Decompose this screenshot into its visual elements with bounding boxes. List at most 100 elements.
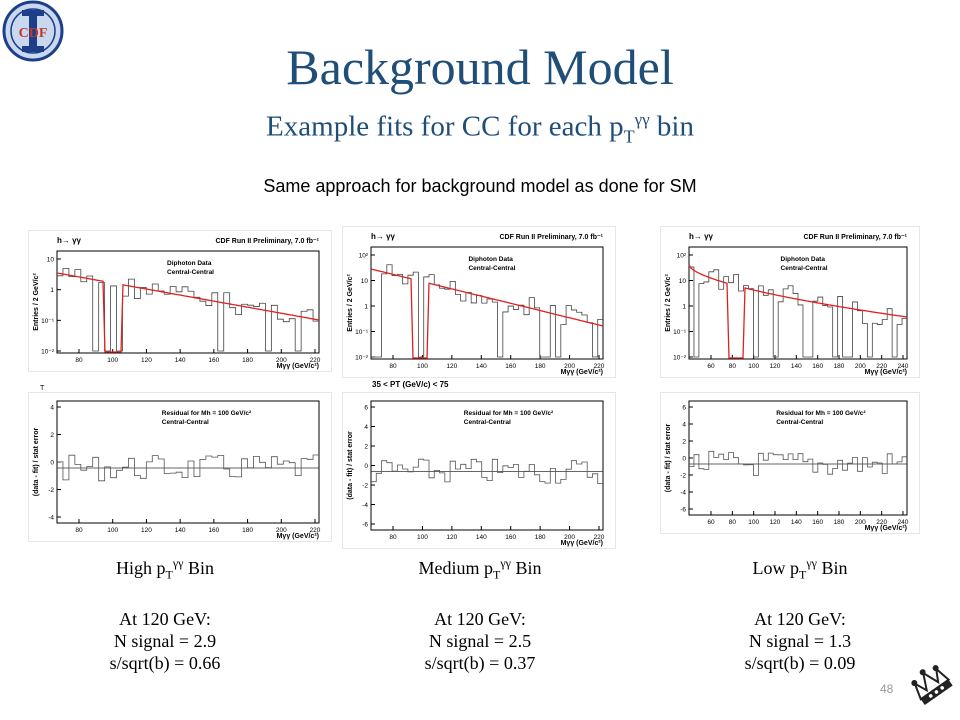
subtitle-post: bin xyxy=(649,110,694,143)
residual-plot-svg: Residual for Mh = 100 GeV/c² Central-Cent… xyxy=(665,400,909,532)
x-axis-label: Mγγ (GeV/c²) xyxy=(561,540,603,547)
x-tick-label: 120 xyxy=(141,527,152,534)
region-label: Central-Central xyxy=(162,419,209,426)
subtitle-sub: T xyxy=(623,126,635,147)
caption-low: Low pTγγ Bin At 120 GeV: N signal = 1.3 … xyxy=(690,552,910,674)
x-tick-label: 140 xyxy=(175,357,186,364)
x-tick-label: 140 xyxy=(791,519,802,526)
x-tick-label: 100 xyxy=(748,519,759,526)
x-tick-label: 200 xyxy=(564,363,575,370)
x-tick-label: 100 xyxy=(107,357,118,364)
residual-plot-high: Residual for Mh = 100 GeV/c² Central-Cent… xyxy=(28,392,332,542)
x-tick-label: 220 xyxy=(310,527,321,534)
collab-label: CDF Run II Preliminary, 7.0 fb⁻¹ xyxy=(803,234,907,241)
slide-title: Background Model xyxy=(286,39,674,95)
data-label: Diphoton Data xyxy=(167,260,212,267)
y-tick-label: 0 xyxy=(50,460,54,467)
residual-label: Residual for Mh = 100 GeV/c² xyxy=(776,410,866,417)
y-tick-label: 0 xyxy=(682,456,686,463)
fit-plot-low: h→ γγ CDF Run II Preliminary, 7.0 fb⁻¹ Dip… xyxy=(660,226,920,378)
cdf-logo-text: CDF xyxy=(19,26,48,41)
y-tick-label: -6 xyxy=(362,522,368,529)
y-tick-label: 0 xyxy=(364,463,368,470)
plot-frame xyxy=(688,246,908,360)
x-tick-label: 100 xyxy=(107,527,118,534)
collab-label: CDF Run II Preliminary, 7.0 fb⁻¹ xyxy=(499,234,603,241)
x-tick-label: 80 xyxy=(389,363,397,370)
x-tick-label: 60 xyxy=(707,363,715,370)
y-tick-label: 6 xyxy=(682,405,686,412)
x-tick-label: 120 xyxy=(770,363,781,370)
x-tick-label: 160 xyxy=(208,527,219,534)
subtitle-pre: Example fits for CC for each p xyxy=(266,110,624,143)
data-histogram xyxy=(689,266,907,358)
x-axis-label: Mγγ (GeV/c²) xyxy=(865,525,907,532)
y-tick-label: -6 xyxy=(680,507,686,514)
y-tick-label: 10 xyxy=(47,257,55,264)
x-tick-label: 180 xyxy=(834,519,845,526)
caption-signal: N signal = 2.5 xyxy=(428,630,532,651)
x-tick-label: 160 xyxy=(505,534,516,541)
residual-histogram xyxy=(57,454,319,482)
y-tick-label: 1 xyxy=(364,304,368,311)
x-tick-label: 160 xyxy=(812,519,823,526)
x-tick-label: 240 xyxy=(898,363,909,370)
y-tick-label: 10⁻² xyxy=(355,355,369,362)
fit-plot-high: h→ γγ CDF Run II Preliminary, 7.0 fb⁻¹ Dip… xyxy=(28,230,332,372)
x-tick-label: 140 xyxy=(791,363,802,370)
residual-plot-medium: Residual for Mh = 100 GeV/c² Central-Cent… xyxy=(342,392,616,549)
x-tick-label: 80 xyxy=(75,357,83,364)
data-histogram xyxy=(371,264,603,358)
x-tick-label: 120 xyxy=(141,357,152,364)
channel-label: h→ γγ xyxy=(57,236,82,245)
x-tick-label: 120 xyxy=(770,519,781,526)
approach-text: Same approach for background model as do… xyxy=(263,176,697,196)
y-axis-label: Entries / 2 GeV/c² xyxy=(33,273,40,331)
cdf-logo: CDF xyxy=(2,0,64,62)
fit-plot-svg: h→ γγ CDF Run II Preliminary, 7.0 fb⁻¹ Dip… xyxy=(33,236,321,370)
caption-bin-label: Low pTγγ Bin xyxy=(752,556,848,582)
residual-label: Residual for Mh = 100 GeV/c² xyxy=(162,410,252,417)
pt-range-label: 35 < PT (GeV/c) < 75 xyxy=(372,380,449,389)
fit-plot-svg: h→ γγ CDF Run II Preliminary, 7.0 fb⁻¹ Dip… xyxy=(347,232,605,376)
x-tick-label: 180 xyxy=(242,527,253,534)
caption-signal: N signal = 2.9 xyxy=(113,630,217,651)
y-axis-label: Entries / 2 GeV/c² xyxy=(347,274,354,332)
y-tick-label: 10⁻² xyxy=(673,355,687,362)
slide-number: 48 xyxy=(880,682,894,696)
y-axis-label: (data - fit) / stat error xyxy=(33,427,40,496)
caption-at: At 120 GeV: xyxy=(434,608,526,629)
data-label: Diphoton Data xyxy=(781,256,826,263)
y-tick-label: 4 xyxy=(364,424,368,431)
x-tick-label: 200 xyxy=(276,357,287,364)
y-tick-label: 2 xyxy=(50,432,54,439)
caption-bin-label: Medium pTγγ Bin xyxy=(418,556,542,582)
x-tick-label: 100 xyxy=(417,534,428,541)
plot-frame xyxy=(370,246,604,360)
caption-signal: N signal = 1.3 xyxy=(748,630,852,651)
x-tick-label: 180 xyxy=(535,534,546,541)
region-label: Central-Central xyxy=(781,265,828,272)
x-tick-label: 160 xyxy=(208,357,219,364)
x-tick-label: 60 xyxy=(707,519,715,526)
x-tick-label: 80 xyxy=(389,534,397,541)
fit-curve xyxy=(370,268,604,359)
x-tick-label: 160 xyxy=(812,363,823,370)
data-label: Diphoton Data xyxy=(468,256,513,263)
region-label: Central-Central xyxy=(167,269,214,276)
fit-plot-medium: h→ γγ CDF Run II Preliminary, 7.0 fb⁻¹ Dip… xyxy=(342,226,616,378)
x-tick-label: 140 xyxy=(476,363,487,370)
x-axis-label: Mγγ (GeV/c²) xyxy=(561,369,603,376)
residual-label: Residual for Mh = 100 GeV/c² xyxy=(464,410,554,417)
y-tick-label: 10² xyxy=(359,253,369,260)
y-tick-label: 10⁻¹ xyxy=(41,318,55,325)
residual-plot-svg: Residual for Mh = 100 GeV/c² Central-Cent… xyxy=(347,400,605,547)
caption-high: High pTγγ Bin At 120 GeV: N signal = 2.9… xyxy=(60,552,270,674)
y-tick-label: -4 xyxy=(680,490,686,497)
x-tick-label: 80 xyxy=(729,363,737,370)
fit-curve xyxy=(688,264,908,359)
y-tick-label: 10⁻² xyxy=(41,349,55,356)
caption-bin-label: High pTγγ Bin xyxy=(116,556,214,582)
x-tick-label: 180 xyxy=(535,363,546,370)
x-tick-label: 160 xyxy=(505,363,516,370)
